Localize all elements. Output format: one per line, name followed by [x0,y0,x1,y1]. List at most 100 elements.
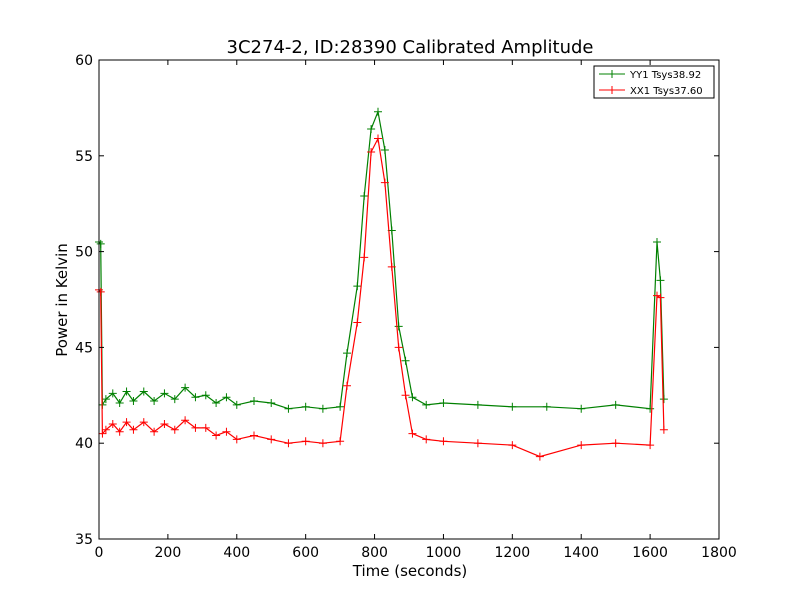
ticks-layer: 0 200 400 600 800 1000 1200 1400 1600 1800 35 40 45 5… [75,53,737,561]
data-point-yy1 [115,398,124,407]
data-point-xx1 [181,416,190,425]
x-tick-label: 1400 [563,545,599,561]
chart-title: 3C274-2, ID:28390 Calibrated Amplitude [227,37,594,58]
data-point-yy1 [232,400,241,409]
data-point-yy1 [542,402,551,411]
data-point-xx1 [656,293,665,302]
data-point-xx1 [577,441,586,450]
data-point-yy1 [353,282,362,291]
data-point-yy1 [108,389,117,398]
data-point-xx1 [653,291,661,300]
data-point-yy1 [374,107,382,116]
x-tick-label: 400 [223,545,250,561]
y-tick-label: 60 [75,53,93,69]
data-point-yy1 [646,404,655,413]
data-point-xx1 [170,425,179,434]
data-point-xx1 [150,427,159,436]
data-point-xx1 [343,381,351,390]
y-tick-label: 50 [75,245,93,261]
y-tick-label: 40 [75,436,93,452]
data-point-xx1 [191,423,200,432]
data-point-yy1 [284,404,293,413]
data-point-yy1 [408,393,417,402]
data-point-xx1 [473,439,482,448]
data-point-xx1 [160,420,169,429]
data-point-yy1 [318,404,327,413]
data-point-xx1 [387,262,396,271]
data-point-xx1 [318,439,327,448]
data-point-yy1 [170,395,179,404]
x-axis-label: Time (seconds) [352,562,468,580]
legend: YY1 Tsys38.92 XX1 Tsys37.60 [593,65,715,99]
x-tick-label: 1000 [426,545,462,561]
data-point-xx1 [401,391,410,400]
data-point-xx1 [139,418,148,427]
data-point-xx1 [646,441,655,450]
y-tick-label: 55 [75,149,93,165]
x-tick-label: 600 [292,545,319,561]
data-point-yy1 [360,192,369,201]
data-point-yy1 [129,397,138,406]
data-point-xx1 [367,147,376,156]
data-point-xx1 [232,435,241,444]
plot-area-frame [98,59,720,540]
data-point-xx1 [380,178,389,187]
data-point-xx1 [659,425,668,434]
data-point-yy1 [222,393,231,402]
data-point-xx1 [267,435,276,444]
data-point-xx1 [96,287,105,296]
data-point-yy1 [122,387,131,396]
x-tick-label: 1600 [632,545,668,561]
data-point-xx1 [101,425,110,434]
data-point-xx1 [439,437,448,446]
data-point-yy1 [336,402,345,411]
data-point-yy1 [101,395,110,404]
data-point-xx1 [284,439,293,448]
data-point-xx1 [222,427,231,436]
data-point-yy1 [439,398,448,407]
data-point-yy1 [150,397,159,406]
data-point-yy1 [401,356,410,365]
data-point-yy1 [367,124,376,133]
data-point-yy1 [611,400,620,409]
data-point-xx1 [353,318,362,327]
data-point-xx1 [336,437,345,446]
data-point-yy1 [380,146,389,155]
data-point-yy1 [191,393,200,402]
data-point-xx1 [535,452,544,461]
legend-marker-yy1 [608,70,616,78]
legend-marker-xx1 [608,86,616,94]
data-point-xx1 [115,427,124,436]
legend-label-xx1: XX1 Tsys37.60 [630,86,703,97]
x-tick-label: 0 [95,545,104,561]
data-point-xx1 [129,425,138,434]
y-tick-label: 35 [75,532,93,548]
data-point-xx1 [611,439,620,448]
data-point-yy1 [343,349,351,358]
data-point-yy1 [96,239,105,248]
y-tick-label: 45 [75,340,93,356]
data-point-xx1 [301,437,310,446]
data-point-yy1 [139,387,148,396]
y-axis-label: Power in Kelvin [53,243,71,357]
data-point-xx1 [408,429,417,438]
data-point-yy1 [394,322,403,331]
data-point-xx1 [122,418,131,427]
data-point-xx1 [212,431,221,440]
data-point-yy1 [653,238,661,247]
data-point-xx1 [394,343,403,352]
x-tick-label: 800 [361,545,388,561]
x-tick-label: 1800 [701,545,737,561]
data-point-yy1 [201,391,210,400]
data-point-xx1 [422,435,431,444]
data-point-yy1 [577,404,586,413]
data-point-xx1 [98,429,107,438]
legend-frame [593,65,715,99]
data-point-yy1 [473,400,482,409]
data-point-yy1 [160,389,169,398]
data-point-yy1 [181,383,190,392]
data-point-xx1 [508,441,517,450]
data-point-yy1 [422,400,431,409]
x-tick-label: 200 [155,545,182,561]
